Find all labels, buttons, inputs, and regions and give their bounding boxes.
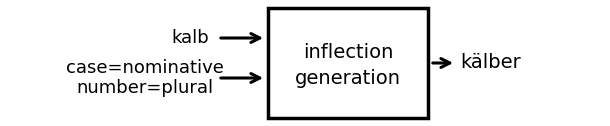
Text: generation: generation <box>295 70 401 88</box>
Text: inflection: inflection <box>303 43 393 62</box>
Bar <box>268 8 428 118</box>
Text: number=plural: number=plural <box>76 79 214 97</box>
Text: kalb: kalb <box>171 29 209 47</box>
Text: kälber: kälber <box>460 54 521 72</box>
Text: case=nominative: case=nominative <box>66 59 224 77</box>
